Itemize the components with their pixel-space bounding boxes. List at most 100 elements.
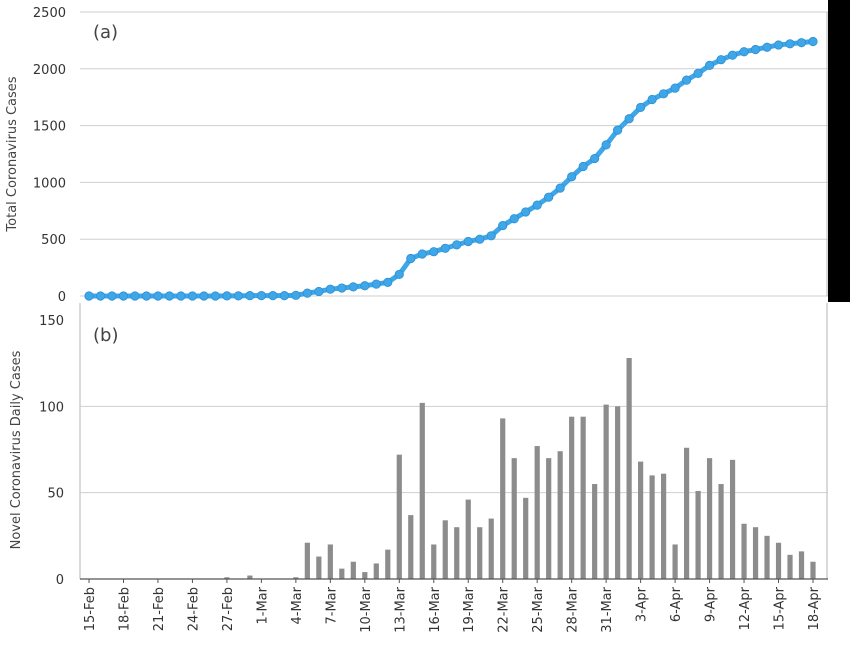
panel-a-data-point: [360, 281, 370, 291]
panel-b-bar: [741, 523, 747, 579]
panel-b-x-tick-label: 27-Feb: [221, 587, 236, 631]
panel-b-bar: [729, 459, 736, 579]
panel-b-x-tick-label: 18-Apr: [807, 586, 822, 630]
panel-b-y-tick-label: 150: [39, 314, 64, 329]
panel-a-y-tick-label: 500: [41, 233, 66, 248]
panel-b-bar: [431, 544, 437, 579]
panel-b-x-tick-label: 18-Feb: [117, 587, 132, 631]
panel-a-data-point: [750, 44, 761, 55]
panel-b-bar: [592, 484, 598, 579]
panel-a-data-point: [498, 220, 508, 231]
panel-b-bar: [327, 544, 333, 579]
panel-a-data-point: [95, 291, 106, 301]
panel-a-data-point: [762, 42, 772, 52]
panel-a-data-point: [739, 47, 749, 57]
panel-a-series-line: [86, 39, 816, 299]
panel-a-data-point: [693, 68, 703, 78]
panel-a-data-point: [578, 161, 588, 172]
panel-b-bar: [465, 499, 471, 579]
panel-a-data-point: [371, 279, 381, 289]
panel-a-data-point: [808, 36, 818, 47]
panel-b-x-tick-label: 15-Apr: [773, 586, 788, 630]
panel-a-data-point: [727, 50, 738, 60]
panel-b-bar: [454, 527, 460, 579]
panel-a-data-point: [704, 60, 715, 70]
panel-b-bar: [534, 446, 540, 579]
panel-a-data-point: [624, 114, 634, 124]
black-edge-bar: [828, 0, 850, 302]
panel-b-bar: [706, 458, 713, 579]
panel-b-bar: [477, 527, 483, 579]
panel-a-data-point: [429, 247, 439, 257]
panel-b-bar: [339, 568, 345, 579]
panel-b-x-tick-label: 19-Mar: [462, 586, 477, 632]
panel-a-data-point: [84, 291, 94, 301]
panel-b-x-tick-label: 1-Mar: [255, 586, 270, 624]
panel-a-data-point: [130, 291, 140, 301]
panel-b-y-tick-label: 100: [39, 400, 64, 415]
panel-b-bar: [752, 527, 759, 579]
panel-a-data-point: [452, 240, 462, 250]
panel-a-y-tick-label: 2500: [33, 6, 66, 21]
panel-a-data-point: [337, 283, 347, 293]
panel-a-data-point: [532, 200, 542, 210]
panel-b-bar: [626, 357, 632, 579]
panel-b-bar: [695, 490, 701, 579]
panel-b-bar: [373, 563, 379, 579]
panel-b-x-tick-label: 7-Mar: [324, 586, 339, 624]
panel-a-data-point: [521, 207, 531, 217]
panel-b-bar: [247, 575, 253, 579]
panel-b-bar: [649, 475, 655, 579]
panel-a-data-point: [291, 290, 301, 300]
panel-b-y-axis-label: Novel Coronavirus Daily Cases: [9, 350, 24, 549]
panel-a-y-tick-label: 2000: [33, 63, 66, 78]
panel-a-data-point: [279, 291, 289, 301]
panel-a-y-tick-label: 0: [58, 290, 66, 305]
panel-a-data-point: [544, 192, 554, 202]
panel-b-bar: [672, 544, 678, 579]
panel-b-x-tick-label: 24-Feb: [186, 587, 201, 631]
panel-b-bar: [442, 520, 448, 579]
panel-b-bar: [615, 406, 621, 579]
panel-a-data-point: [463, 236, 473, 247]
panel-a-data-point: [199, 291, 209, 301]
panel-a-data-point: [613, 125, 623, 135]
panel-b-bar: [419, 402, 425, 579]
panel-b-bar: [488, 518, 494, 579]
panel-a-data-point: [773, 40, 784, 50]
panel-a-data-point: [107, 291, 117, 301]
panel-b-bar: [511, 458, 517, 579]
panel-a-data-point: [716, 55, 726, 65]
panel-b-bar: [293, 577, 299, 579]
panel-a-data-point: [268, 291, 278, 301]
panel-a-data-point: [486, 231, 496, 241]
panel-a-data-point: [348, 282, 358, 292]
panel-a-data-point: [210, 291, 221, 301]
panel-b-bar: [661, 473, 667, 579]
panel-a-data-point: [314, 286, 324, 297]
panel-b-bar: [385, 549, 391, 579]
panel-a-data-point: [509, 214, 519, 224]
panel-a-data-point: [555, 183, 565, 193]
panel-a-data-point: [659, 89, 669, 99]
panel-b-x-tick-label: 12-Apr: [738, 586, 753, 630]
panel-a-data-point: [601, 140, 611, 150]
panel-a-data-point: [417, 249, 427, 259]
panel-a-y-axis-label: Total Coronavirus Cases: [5, 76, 20, 232]
panel-b-bar: [396, 454, 402, 579]
panel-b-bar-chart: 0 50 100 150 Novel Coronavirus Daily Cases (b…: [9, 303, 828, 633]
panel-b-x-tick-label: 4-Mar: [290, 586, 305, 624]
panel-b-x-tick-label: 28-Mar: [566, 586, 581, 632]
panel-b-bar: [683, 447, 690, 579]
panel-a-data-point: [233, 291, 243, 301]
panel-a-data-point: [118, 291, 129, 301]
panel-a-data-point: [647, 94, 657, 105]
panel-a-data-point: [636, 102, 646, 113]
panel-a-data-point: [796, 38, 807, 48]
panel-b-x-tick-label: 21-Feb: [152, 587, 167, 631]
panel-b-x-tick-label: 3-Apr: [635, 586, 650, 622]
panel-b-bar: [546, 458, 552, 579]
panel-a-label: (a): [93, 22, 118, 43]
panel-a-data-point: [176, 291, 186, 301]
panel-b-bar: [718, 484, 724, 579]
